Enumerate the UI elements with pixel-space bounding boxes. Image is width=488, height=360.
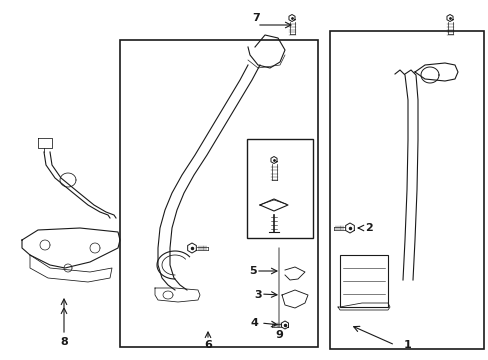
Bar <box>329 31 483 349</box>
Bar <box>339 255 387 307</box>
Text: 6: 6 <box>203 340 211 350</box>
Text: 9: 9 <box>274 330 283 340</box>
Text: 4: 4 <box>249 318 257 328</box>
Bar <box>246 139 312 238</box>
Text: 1: 1 <box>403 340 411 350</box>
Text: 2: 2 <box>365 223 372 233</box>
Text: 8: 8 <box>60 337 68 347</box>
Text: 3: 3 <box>254 290 261 300</box>
Bar <box>120 40 317 347</box>
Text: 5: 5 <box>249 266 256 276</box>
Text: 7: 7 <box>252 13 259 23</box>
